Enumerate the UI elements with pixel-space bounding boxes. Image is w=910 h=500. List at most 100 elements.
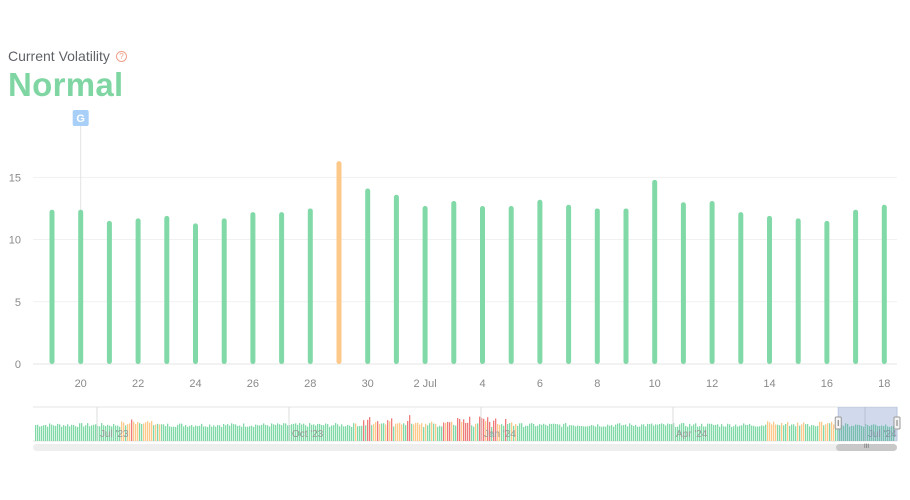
navigator-mini-bar	[383, 423, 385, 441]
navigator-mini-bar	[499, 424, 501, 441]
navigator-mini-bar	[647, 423, 649, 441]
navigator-mini-bar	[129, 423, 131, 441]
navigator-mini-bar	[727, 423, 729, 441]
question-circle-icon[interactable]: ?	[115, 50, 127, 62]
navigator-mini-bar	[115, 425, 117, 441]
navigator-mini-bar	[423, 426, 425, 441]
navigator-mini-bar	[497, 423, 499, 441]
navigator-mini-bar	[107, 424, 109, 441]
x-tick-label: 8	[594, 378, 600, 390]
navigator-mini-bar	[531, 423, 533, 441]
bar	[135, 218, 141, 364]
navigator-mini-bar	[839, 426, 841, 441]
navigator-mini-bar	[47, 426, 49, 441]
navigator-mini-bar	[89, 426, 91, 441]
navigator-mini-bar	[559, 424, 561, 441]
x-tick-label: 20	[75, 378, 87, 390]
navigator-mini-bar	[263, 423, 265, 441]
navigator-mini-bar	[547, 425, 549, 441]
navigator-mini-bar	[331, 425, 333, 441]
navigator-mini-bar	[593, 425, 595, 441]
navigator-mini-bar	[205, 426, 207, 441]
navigator-mini-bar	[713, 425, 715, 441]
navigator-mini-bar	[459, 419, 461, 441]
navigator-mini-bar	[133, 421, 135, 441]
navigator-mini-bar	[705, 426, 707, 441]
navigator-mini-bar	[311, 424, 313, 441]
bar	[393, 194, 399, 364]
navigator-mini-bar	[217, 425, 219, 441]
navigator-mini-bar	[505, 418, 507, 441]
navigator-mini-bar	[391, 418, 393, 441]
navigator-mini-bar	[455, 425, 457, 441]
navigator-mini-bar	[617, 423, 619, 441]
navigator-mini-bar	[91, 425, 93, 441]
navigator-mini-bar	[245, 426, 247, 441]
volatility-title-text: Current Volatility	[8, 48, 110, 64]
bar	[451, 200, 457, 364]
navigator-mini-bar	[845, 423, 847, 441]
navigator-mini-bar	[267, 425, 269, 441]
navigator-mini-bar	[435, 423, 437, 441]
navigator-mini-bar	[755, 426, 757, 441]
navigator-label: Apr '24	[676, 429, 708, 440]
navigator-mini-bar	[709, 423, 711, 441]
navigator-mini-bar	[827, 423, 829, 441]
navigator-mini-bar	[813, 425, 815, 441]
navigator-mini-bar	[53, 425, 55, 441]
navigator-mini-bar	[235, 424, 237, 441]
navigator-mini-bar	[569, 425, 571, 441]
navigator-mini-bar	[831, 421, 833, 441]
navigator-mini-bar	[777, 424, 779, 441]
navigator-mini-bar	[81, 423, 83, 441]
navigator-mini-bar	[621, 425, 623, 441]
navigator-mini-bar	[681, 423, 683, 441]
navigator-label: Oct '23	[292, 429, 324, 440]
navigator-mini-bar	[123, 422, 125, 441]
navigator-mini-bar	[489, 421, 491, 441]
volatility-status: Normal	[8, 66, 124, 103]
navigator-mini-bar	[37, 424, 39, 441]
navigator-mini-bar	[177, 424, 179, 441]
navigator-mini-bar	[261, 424, 263, 441]
navigator-mini-bar	[687, 426, 689, 441]
navigator-mini-bar	[255, 424, 257, 441]
navigator-mini-bar	[375, 422, 377, 441]
navigator-mini-bar	[757, 426, 759, 441]
bar	[853, 209, 859, 364]
navigator-mini-bar	[285, 423, 287, 441]
navigator-selection[interactable]	[838, 407, 897, 441]
navigator-mini-bar	[567, 426, 569, 441]
navigator-mini-bar	[201, 423, 203, 441]
navigator-mini-bar	[867, 425, 869, 441]
navigator-mini-bar	[281, 425, 283, 441]
bar	[164, 215, 170, 364]
navigator-mini-bar	[857, 424, 859, 441]
navigator-mini-bar	[333, 425, 335, 441]
navigator-mini-bar	[863, 426, 865, 441]
navigator-mini-bar	[409, 415, 411, 441]
scrollbar-thumb[interactable]: III	[836, 444, 897, 451]
navigator-mini-bar	[153, 425, 155, 441]
navigator-mini-bar	[233, 424, 235, 441]
navigator-mini-bar	[643, 424, 645, 441]
bar	[537, 199, 543, 364]
navigator-mini-bar	[131, 419, 133, 441]
navigator-mini-bar	[185, 425, 187, 441]
google-g-icon	[72, 110, 89, 126]
navigator-mini-bar	[723, 426, 725, 441]
navigator-mini-bar	[179, 423, 181, 441]
navigator-mini-bar	[213, 425, 215, 441]
navigator-mini-bar	[711, 423, 713, 441]
volatility-title: Current Volatility ?	[8, 48, 127, 64]
navigator-mini-bar	[543, 423, 545, 441]
bar	[336, 161, 342, 364]
bar	[279, 212, 285, 364]
bar	[193, 223, 198, 364]
navigator-mini-bar	[881, 425, 883, 441]
scrollbar-track[interactable]	[33, 444, 897, 451]
navigator-mini-bar	[71, 424, 73, 441]
navigator-mini-bar	[139, 423, 141, 441]
navigator-mini-bar	[447, 421, 449, 441]
navigator-mini-bar	[739, 425, 741, 441]
